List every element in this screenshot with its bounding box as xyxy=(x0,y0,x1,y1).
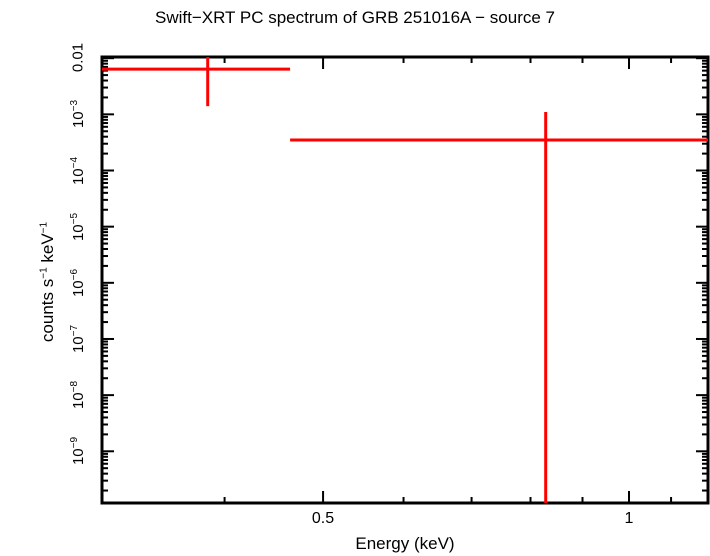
y-tick-label: 10−7 xyxy=(69,324,87,354)
data-series xyxy=(102,57,708,503)
x-axis-label: Energy (keV) xyxy=(355,534,455,553)
x-tick-label-0.5: 0.5 xyxy=(311,510,335,527)
y-tick-label: 10−8 xyxy=(69,381,87,410)
y-tick-label: 0.01 xyxy=(69,43,87,73)
chart-title: Swift−XRT PC spectrum of GRB 251016A − s… xyxy=(154,8,555,27)
axes-frame xyxy=(100,55,710,505)
data-point xyxy=(290,112,708,503)
y-tick-label: 10−4 xyxy=(69,156,87,185)
y-axis-label: counts s−1 keV−1 xyxy=(38,221,57,343)
plot-frame xyxy=(100,55,710,505)
y-tick-label: 10−6 xyxy=(69,268,87,297)
y-tick-label: 10−9 xyxy=(69,437,87,466)
y-tick-label: 10−3 xyxy=(69,100,87,129)
data-point xyxy=(102,57,291,107)
y-tick-label: 10−5 xyxy=(69,212,87,241)
x-tick-label-1: 1 xyxy=(624,510,634,527)
